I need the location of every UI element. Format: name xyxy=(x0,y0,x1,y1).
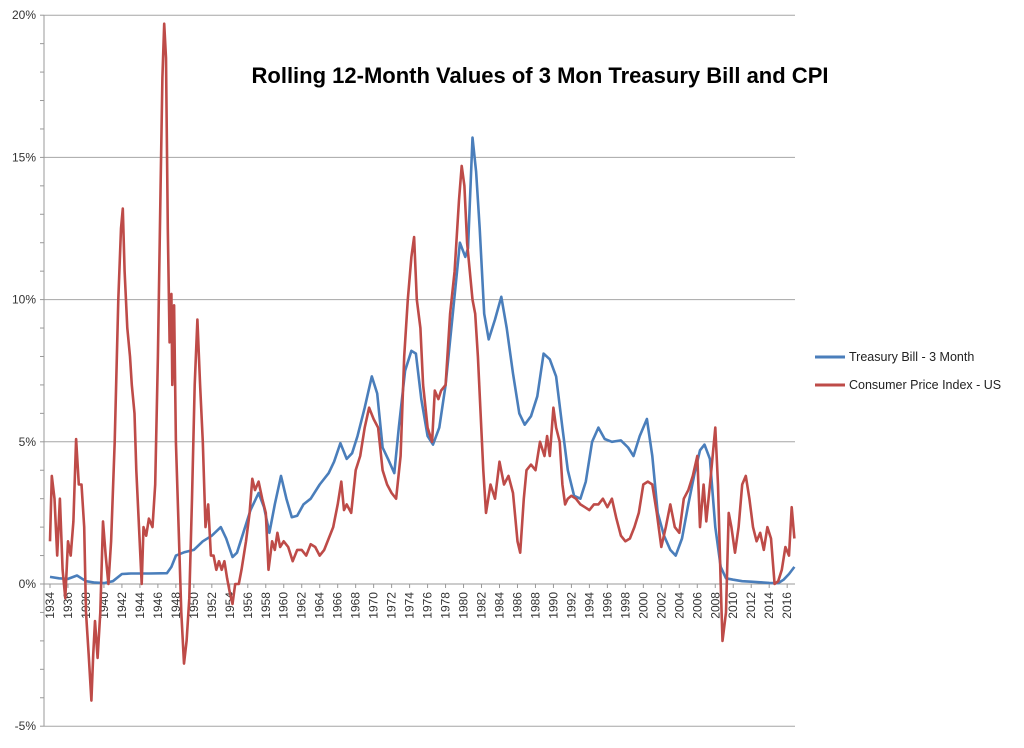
y-tick-label: 15% xyxy=(12,150,36,164)
series-lines xyxy=(48,22,796,702)
x-tick-label: 1968 xyxy=(349,592,363,619)
x-tick-label: 1998 xyxy=(618,592,632,619)
x-tick-label: 1942 xyxy=(115,592,129,619)
x-tick-label: 1994 xyxy=(582,592,596,619)
x-tick-label: 1960 xyxy=(277,592,291,619)
x-tick-label: 2000 xyxy=(636,592,650,619)
x-tick-label: 1952 xyxy=(205,592,219,619)
x-tick-label: 1976 xyxy=(421,592,435,619)
x-tick-label: 1946 xyxy=(151,592,165,619)
x-tick-label: 1948 xyxy=(169,592,183,619)
x-tick-label: 1964 xyxy=(313,592,327,619)
y-tick-label: 10% xyxy=(12,293,36,307)
x-tick-label: 1982 xyxy=(475,592,489,619)
x-tick-label: 1934 xyxy=(43,592,57,619)
y-tick-label: 5% xyxy=(19,435,37,449)
x-tick-label: 2012 xyxy=(744,592,758,619)
legend-label-cpi: Consumer Price Index - US xyxy=(849,378,1001,392)
x-tick-label: 1996 xyxy=(600,592,614,619)
chart-title: Rolling 12-Month Values of 3 Mon Treasur… xyxy=(252,63,829,88)
y-tick-label: -5% xyxy=(15,719,37,733)
x-tick-label: 1988 xyxy=(528,592,542,619)
series-line-cpi xyxy=(48,22,796,702)
x-tick-label: 1984 xyxy=(493,592,507,619)
x-tick-label: 1956 xyxy=(241,592,255,619)
x-tick-label: 2006 xyxy=(690,592,704,619)
x-tick-label: 1978 xyxy=(439,592,453,619)
x-tick-label: 1972 xyxy=(385,592,399,619)
x-tick-label: 2008 xyxy=(708,592,722,619)
x-tick-label: 1958 xyxy=(259,592,273,619)
x-tick-label: 1966 xyxy=(331,592,345,619)
x-tick-label: 1970 xyxy=(367,592,381,619)
x-tick-label: 1990 xyxy=(546,592,560,619)
x-tick-label: 1986 xyxy=(510,592,524,619)
x-tick-label: 2004 xyxy=(672,592,686,619)
y-tick-label: 0% xyxy=(19,577,37,591)
x-tick-label: 1980 xyxy=(457,592,471,619)
legend: Treasury Bill - 3 Month Consumer Price I… xyxy=(815,350,1001,392)
y-tick-label: 20% xyxy=(12,8,36,22)
series-line-treasury-bill xyxy=(49,136,796,585)
x-tick-label: 2002 xyxy=(654,592,668,619)
x-tick-label: 1992 xyxy=(564,592,578,619)
x-tick-label: 1974 xyxy=(403,592,417,619)
x-tick-label: 1944 xyxy=(133,592,147,619)
y-axis-tick-labels: -5% 0% 5% 10% 15% 20% xyxy=(12,8,36,733)
x-tick-label: 2016 xyxy=(780,592,794,619)
legend-label-treasury-bill: Treasury Bill - 3 Month xyxy=(849,350,974,364)
x-tick-label: 1962 xyxy=(295,592,309,619)
x-tick-label: 2010 xyxy=(726,592,740,619)
x-axis-tick-labels: 1934 1936 1938 1940 1942 1944 1946 1948 1950 1952… xyxy=(43,592,794,619)
axes xyxy=(40,14,795,727)
x-tick-label: 2014 xyxy=(762,592,776,619)
x-tick-label: 1936 xyxy=(61,592,75,619)
